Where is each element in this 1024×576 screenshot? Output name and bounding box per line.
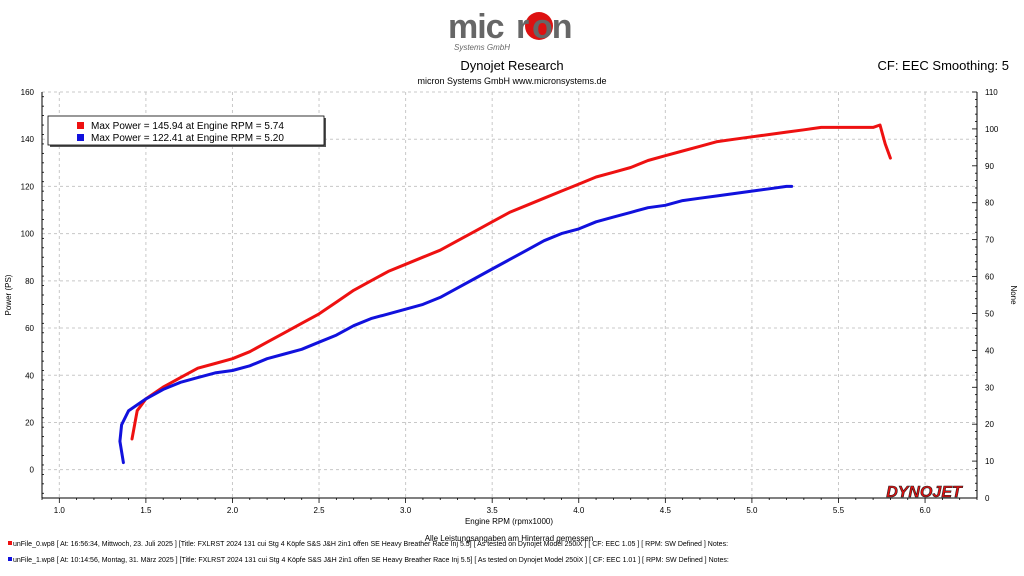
- legend-swatch-1: [77, 134, 84, 141]
- micron-logo: mic r on Systems GmbH: [448, 8, 573, 52]
- y-tick-label: 0: [30, 466, 35, 475]
- x-tick-label: 1.5: [140, 506, 152, 515]
- run-1-info: unFile_1.wp8 [ At: 10:14:56, Montag, 31.…: [8, 557, 729, 564]
- cf-smoothing-label: CF: EEC Smoothing: 5: [877, 58, 1010, 73]
- x-tick-label: 3.0: [400, 506, 412, 515]
- y2-tick-label: 20: [985, 420, 994, 429]
- legend-label-0: Max Power = 145.94 at Engine RPM = 5.74: [91, 121, 284, 132]
- y2-tick-label: 0: [985, 494, 990, 503]
- y2-tick-label: 90: [985, 162, 994, 171]
- legend-box: [47, 115, 325, 146]
- x-tick-label: 1.0: [54, 506, 66, 515]
- x-tick-label: 2.0: [227, 506, 239, 515]
- y-tick-label: 140: [21, 135, 35, 144]
- y-tick-label: 160: [21, 88, 35, 97]
- svg-text:Systems GmbH: Systems GmbH: [454, 43, 510, 52]
- y2-tick-label: 80: [985, 199, 994, 208]
- run-1-marker: [8, 557, 12, 561]
- axes: 0 20 40 60 80 100 120 140 160 0 10 20 30 40 50 60 70 80 90…: [21, 88, 999, 515]
- y2-tick-label: 70: [985, 236, 994, 245]
- x-tick-label: 5.5: [833, 506, 845, 515]
- x-axis-note: Alle Leistungsangaben am Hinterrad gemes…: [425, 534, 594, 543]
- y2-tick-label: 40: [985, 346, 994, 355]
- y-tick-label: 120: [21, 182, 35, 191]
- y-tick-label: 100: [21, 230, 35, 239]
- y2-tick-label: 30: [985, 383, 994, 392]
- run-0-marker: [8, 541, 12, 545]
- y-tick-label: 80: [25, 277, 34, 286]
- y-tick-label: 20: [25, 418, 34, 427]
- x-tick-label: 4.0: [573, 506, 585, 515]
- plot-area-background: [42, 92, 977, 498]
- y-tick-label: 60: [25, 324, 34, 333]
- svg-text:on: on: [532, 8, 572, 46]
- series-line-1: [118, 184, 794, 465]
- y2-tick-label: 50: [985, 309, 994, 318]
- y-tick-label: 40: [25, 371, 34, 380]
- y2-tick-label: 10: [985, 457, 994, 466]
- series-line-0: [130, 123, 892, 441]
- chart-subtitle: micron Systems GmbH www.micronsystems.de: [417, 76, 607, 86]
- y2-axis-label: None: [1009, 285, 1018, 305]
- x-tick-label: 6.0: [919, 506, 931, 515]
- dynojet-watermark: DYNOJET: [886, 484, 963, 501]
- run-1-text: unFile_1.wp8 [ At: 10:14:56, Montag, 31.…: [13, 557, 729, 564]
- svg-text:r: r: [516, 8, 529, 46]
- x-tick-label: 5.0: [746, 506, 758, 515]
- series-lines: [118, 123, 892, 465]
- y2-tick-label: 110: [985, 88, 998, 97]
- x-tick-label: 2.5: [313, 506, 325, 515]
- legend: Max Power = 145.94 at Engine RPM = 5.74M…: [47, 115, 326, 147]
- run-0-info: unFile_0.wp8 [ At: 16:56:34, Mittwoch, 2…: [8, 541, 728, 548]
- svg-text:mic: mic: [448, 8, 504, 46]
- grid: [42, 91, 977, 498]
- y2-tick-label: 100: [985, 125, 999, 134]
- x-tick-label: 4.5: [660, 506, 672, 515]
- y-axis-label: Power (PS): [4, 274, 13, 315]
- chart-title: Dynojet Research: [460, 58, 564, 73]
- legend-swatch-0: [77, 122, 84, 129]
- x-axis-label: Engine RPM (rpmx1000): [465, 517, 553, 526]
- x-tick-label: 3.5: [487, 506, 499, 515]
- legend-label-1: Max Power = 122.41 at Engine RPM = 5.20: [91, 133, 284, 144]
- y2-tick-label: 60: [985, 273, 994, 282]
- run-0-text: unFile_0.wp8 [ At: 16:56:34, Mittwoch, 2…: [13, 541, 729, 548]
